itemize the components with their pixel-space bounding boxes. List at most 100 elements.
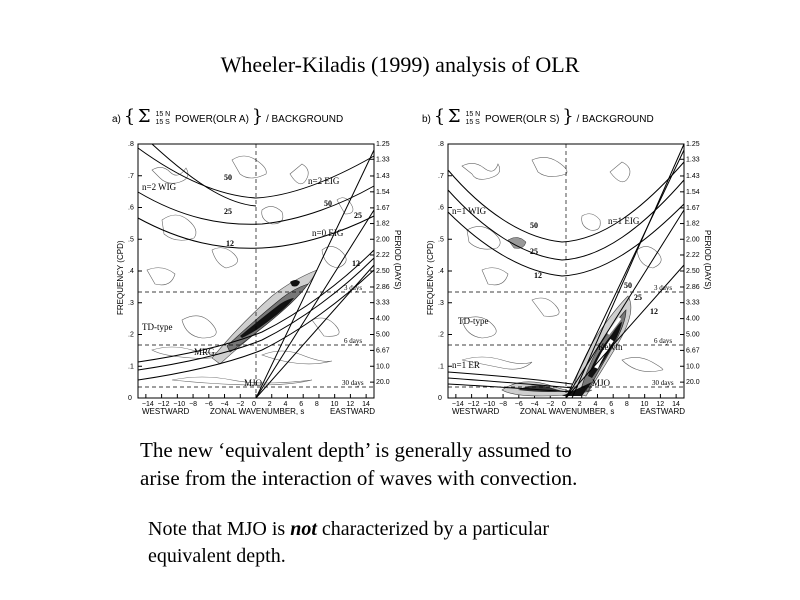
y-tick-label: 0 bbox=[128, 395, 132, 402]
label-30-days: 30 days bbox=[342, 379, 364, 387]
panel-b-plot: 0 .1 .2 .3 .4 .5 .6 .7 .8 −14 −12 −10 −8 −6 −4 −2 0 2 4 6 8… bbox=[438, 141, 700, 408]
label-td-type: TD-type bbox=[458, 316, 489, 326]
note-part-2: characterized by a particular bbox=[316, 518, 549, 540]
depth-12-left: 12 bbox=[226, 239, 234, 248]
label-mrg: MRG bbox=[194, 347, 215, 357]
x-axis-label: ZONAL WAVENUMBER, s bbox=[520, 407, 615, 416]
depth-12-right: 12 bbox=[352, 259, 360, 268]
y-tick-label: .1 bbox=[128, 363, 134, 370]
period-tick-label: 2.86 bbox=[376, 284, 390, 291]
label-30-days: 30 days bbox=[652, 379, 674, 387]
label-3-days: 3 days bbox=[344, 284, 362, 292]
y-tick-label: 0 bbox=[438, 395, 442, 402]
period-tick-label: 6.67 bbox=[686, 347, 700, 354]
depth-25-left: 25 bbox=[224, 207, 232, 216]
x-tick-label: 4 bbox=[283, 401, 287, 408]
y-tick-label: .7 bbox=[438, 173, 444, 180]
depth-25-left: 25 bbox=[530, 247, 538, 256]
dispersion-curves bbox=[447, 143, 685, 399]
label-n1-wig: n=1 WIG bbox=[452, 206, 487, 216]
y-tick-label: .6 bbox=[438, 205, 444, 212]
label-n1-er: n=1 ER bbox=[452, 360, 480, 370]
sum-bottom: 15 S bbox=[155, 119, 170, 127]
caption-line-2: arise from the interaction of waves with… bbox=[140, 466, 578, 490]
x-tick-label: 12 bbox=[346, 401, 354, 408]
period-tick-label: 1.67 bbox=[376, 205, 390, 212]
x-tick-label: 0 bbox=[562, 401, 566, 408]
period-tick-label: 20.0 bbox=[376, 379, 390, 386]
panel-letter: a) bbox=[112, 114, 121, 125]
sum-top: 15 N bbox=[465, 111, 481, 119]
period-tick-label: 1.33 bbox=[686, 156, 700, 163]
label-td-type: TD-type bbox=[142, 322, 173, 332]
y-tick-label: .4 bbox=[438, 268, 444, 275]
period-tick-label: 1.54 bbox=[376, 189, 390, 196]
period-tick-label: 3.33 bbox=[376, 300, 390, 307]
period-lines bbox=[138, 144, 374, 398]
power-label: POWER(OLR S) bbox=[485, 114, 560, 125]
panel-letter: b) bbox=[422, 114, 431, 125]
note-mjo: Note that MJO is not characterized by a … bbox=[148, 516, 748, 570]
label-n0-eig: n=0 EIG bbox=[312, 228, 344, 238]
y-tick-label: .5 bbox=[128, 236, 134, 243]
label-mjo: MJO bbox=[244, 378, 263, 388]
period-tick-label: 20.0 bbox=[686, 379, 700, 386]
caption-line-1: The new ‘equivalent depth’ is generally … bbox=[140, 438, 572, 462]
period-tick-label: 1.43 bbox=[686, 173, 700, 180]
period-tick-label: 1.33 bbox=[376, 156, 390, 163]
denominator: / BACKGROUND bbox=[576, 114, 654, 125]
period-tick-label: 2.50 bbox=[686, 268, 700, 275]
y-tick-label: .7 bbox=[128, 173, 134, 180]
depth-25-right: 25 bbox=[634, 293, 642, 302]
x-tick-label: 2 bbox=[578, 401, 582, 408]
x-tick-label: 8 bbox=[625, 401, 629, 408]
y-tick-label: .6 bbox=[128, 205, 134, 212]
label-6-days: 6 days bbox=[654, 337, 672, 345]
depth-12-right: 12 bbox=[650, 307, 658, 316]
y-tick-label: .2 bbox=[128, 332, 134, 339]
x-tick-label: −8 bbox=[499, 401, 507, 408]
label-n2-wig: n=2 WIG bbox=[142, 182, 177, 192]
panel-b-header: b) { Σ 15 N 15 S POWER(OLR S) } / BACKGR… bbox=[422, 106, 654, 127]
x-tick-label: 6 bbox=[299, 401, 303, 408]
x-ticks: −14 −12 −10 −8 −6 −4 −2 0 2 4 6 8 10 12 14 bbox=[142, 394, 370, 408]
label-kelvin: Kelvin bbox=[598, 342, 623, 352]
y-tick-label: .3 bbox=[128, 300, 134, 307]
x-tick-label: 10 bbox=[641, 401, 649, 408]
period-tick-label: 5.00 bbox=[376, 332, 390, 339]
x-tick-label: −4 bbox=[531, 401, 539, 408]
period-tick-label: 4.00 bbox=[686, 316, 700, 323]
x-tick-label: −12 bbox=[158, 401, 170, 408]
period-tick-label: 1.82 bbox=[686, 221, 700, 228]
eastward-label: EASTWARD bbox=[330, 407, 376, 416]
depth-50-right: 50 bbox=[324, 199, 332, 208]
x-tick-label: −10 bbox=[483, 401, 495, 408]
depth-12-left: 12 bbox=[534, 271, 542, 280]
x-tick-label: −8 bbox=[189, 401, 197, 408]
panel-b: b) { Σ 15 N 15 S POWER(OLR S) } / BACKGR… bbox=[422, 100, 712, 425]
period-tick-label: 1.82 bbox=[376, 221, 390, 228]
period-lines bbox=[448, 144, 684, 398]
period-tick-label: 2.86 bbox=[686, 284, 700, 291]
x-tick-label: −2 bbox=[546, 401, 554, 408]
label-mjo: MJO bbox=[592, 378, 611, 388]
x-tick-label: −14 bbox=[452, 401, 464, 408]
x-tick-label: 2 bbox=[268, 401, 272, 408]
depth-50-left: 50 bbox=[530, 221, 538, 230]
period-tick-label: 1.54 bbox=[686, 189, 700, 196]
period-tick-label: 1.25 bbox=[376, 141, 390, 148]
x-tick-label: 14 bbox=[362, 401, 370, 408]
dispersion-curves bbox=[137, 143, 375, 399]
power-label: POWER(OLR A) bbox=[175, 114, 249, 125]
y-tick-label: .3 bbox=[438, 300, 444, 307]
period-tick-label: 5.00 bbox=[686, 332, 700, 339]
label-3-days: 3 days bbox=[654, 284, 672, 292]
period-tick-label: 3.33 bbox=[686, 300, 700, 307]
depth-25-right: 25 bbox=[354, 211, 362, 220]
y-tick-label: .2 bbox=[438, 332, 444, 339]
period-tick-label: 1.25 bbox=[686, 141, 700, 148]
x-tick-label: 6 bbox=[609, 401, 613, 408]
x-tick-label: 0 bbox=[252, 401, 256, 408]
y-tick-label: .5 bbox=[438, 236, 444, 243]
depth-50-right: 50 bbox=[624, 281, 632, 290]
